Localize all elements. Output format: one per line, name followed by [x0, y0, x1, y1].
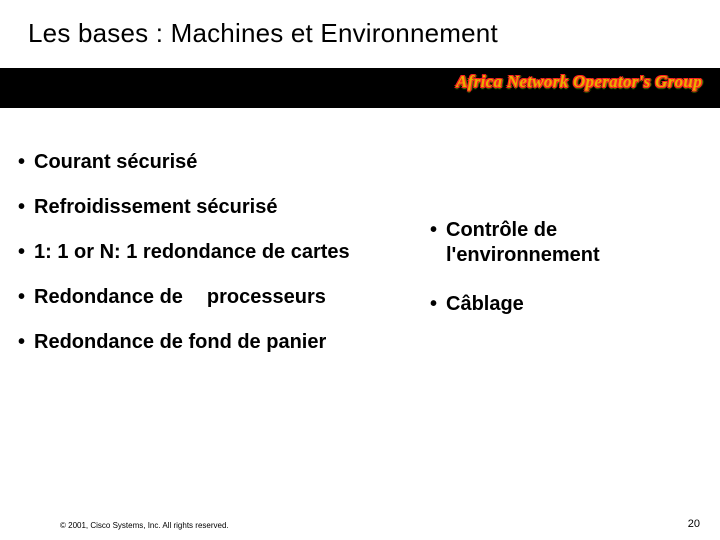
bullet-text-part: Redondance de — [34, 286, 183, 308]
bullet-text: 1: 1 or N: 1 redondance de cartes — [34, 240, 430, 265]
bullet-text-part: processeurs — [207, 286, 326, 308]
page-number: 20 — [688, 518, 700, 530]
bullet-dot-icon: • — [430, 218, 446, 243]
bullet-dot-icon: • — [18, 150, 34, 175]
bullet-item: • 1: 1 or N: 1 redondance de cartes — [18, 240, 430, 265]
bullet-text: Courant sécurisé — [34, 150, 430, 175]
bullet-dot-icon: • — [18, 330, 34, 355]
bullet-item: • Courant sécurisé — [18, 150, 430, 175]
bullet-dot-icon: • — [18, 195, 34, 220]
bullet-item: • Redondance de fond de panier — [18, 330, 430, 355]
bullet-item: • Câblage — [430, 292, 700, 317]
africa-nog-logo: Africa Network Operator's Group — [456, 72, 702, 92]
bullet-item: • Redondance de processeurs — [18, 285, 430, 310]
bullet-text: Refroidissement sécurisé — [34, 195, 430, 220]
copyright-footer: © 2001, Cisco Systems, Inc. All rights r… — [60, 521, 229, 530]
bullet-text: Câblage — [446, 292, 700, 317]
slide-title: Les bases : Machines et Environnement — [28, 18, 498, 49]
right-column: • Contrôle de l'environnement • Câblage — [430, 150, 700, 375]
bullet-item: • Refroidissement sécurisé — [18, 195, 430, 220]
bullet-text: Redondance de processeurs — [34, 285, 430, 310]
content-area: • Courant sécurisé • Refroidissement séc… — [18, 150, 702, 375]
bullet-text: Contrôle de l'environnement — [446, 218, 700, 268]
slide: Les bases : Machines et Environnement Af… — [0, 0, 720, 540]
bullet-dot-icon: • — [18, 240, 34, 265]
bullet-dot-icon: • — [18, 285, 34, 310]
bullet-text: Redondance de fond de panier — [34, 330, 430, 355]
header-bar: Africa Network Operator's Group — [0, 68, 720, 108]
bullet-item: • Contrôle de l'environnement — [430, 218, 700, 268]
left-column: • Courant sécurisé • Refroidissement séc… — [18, 150, 430, 375]
bullet-dot-icon: • — [430, 292, 446, 317]
